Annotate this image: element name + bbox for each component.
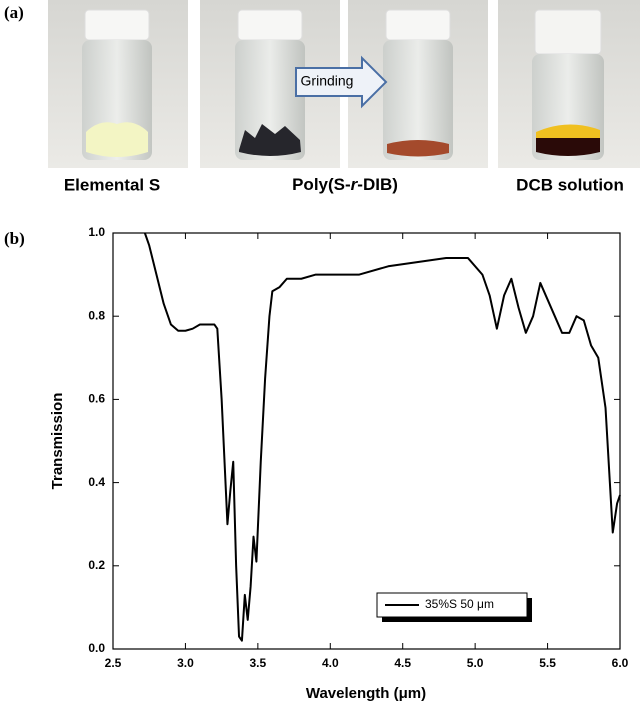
x-tick-label: 6.0 (612, 656, 629, 670)
caption: Poly(S-r-DIB) (292, 175, 398, 194)
x-tick-label: 3.0 (177, 656, 194, 670)
photos (48, 0, 640, 168)
x-tick-label: 3.5 (250, 656, 267, 670)
arrow-label: Grinding (301, 73, 354, 89)
plot-frame (112, 232, 621, 650)
x-tick-label: 4.5 (394, 656, 411, 670)
caption-part: -DIB) (357, 175, 398, 194)
caption: Elemental S (64, 175, 160, 194)
x-tick-label: 5.0 (467, 656, 484, 670)
y-tick-label: 0.4 (88, 475, 105, 489)
y-axis-label: Transmission (49, 393, 66, 490)
x-tick-label: 5.5 (539, 656, 556, 670)
y-tick-label: 1.0 (88, 225, 105, 239)
caption-part: r (351, 175, 359, 194)
y-tick-label: 0.0 (88, 641, 105, 655)
photo-solution (498, 0, 640, 168)
x-tick-label: 4.0 (322, 656, 339, 670)
caption-part: Poly(S- (292, 175, 351, 194)
legend-label: 35%S 50 μm (425, 597, 494, 611)
panel-label: (a) (4, 3, 24, 22)
photo-elemental-s (48, 0, 188, 168)
y-tick-label: 0.6 (88, 392, 105, 406)
caption: DCB solution (516, 175, 624, 194)
panel-label: (b) (4, 229, 25, 248)
data-line (143, 232, 621, 642)
x-axis-label: Wavelength (μm) (306, 685, 426, 702)
y-tick-label: 0.8 (88, 308, 105, 322)
y-tick-label: 0.2 (88, 558, 105, 572)
x-tick-label: 2.5 (105, 656, 122, 670)
grinding-arrow: Grinding (295, 55, 388, 109)
